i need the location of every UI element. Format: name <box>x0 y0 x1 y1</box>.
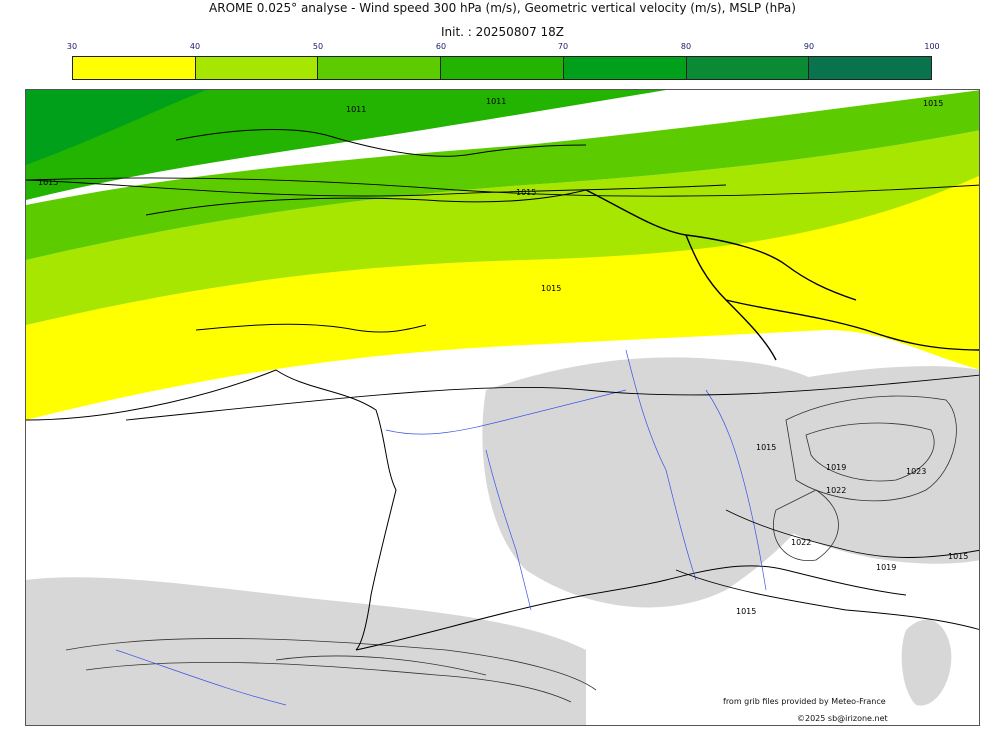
isobar-label: 1022 <box>826 486 846 495</box>
isobar-label: 1015 <box>923 99 943 108</box>
isobar-labels: 1011 1011 1015 1015 1015 1015 1015 1019 … <box>38 97 968 616</box>
band-60-70 <box>26 90 666 200</box>
isobar-label: 1015 <box>948 552 968 561</box>
init-time: Init. : 20250807 18Z <box>440 25 565 39</box>
colorbar-segment-80-90 <box>686 57 810 79</box>
isobar-label: 1015 <box>736 607 756 616</box>
band-40-50 <box>26 130 979 325</box>
colorbar-tick: 90 <box>803 42 815 51</box>
colorbar-segment-50-60 <box>318 57 442 79</box>
isobar-label: 1019 <box>826 463 846 472</box>
band-70-80 <box>26 90 206 165</box>
isobar-label: 1023 <box>906 467 926 476</box>
colorbar-segment-60-70 <box>441 57 564 79</box>
isobar-label: 1015 <box>541 284 561 293</box>
isobar-label: 1011 <box>486 97 506 106</box>
colorbar-tick: 80 <box>680 42 692 51</box>
colorbar-segment-40-50 <box>195 57 319 79</box>
colorbar-segment-30-40 <box>73 57 196 79</box>
colorbar-tick: 60 <box>435 42 447 51</box>
colorbar-tick: 100 <box>924 42 940 51</box>
colorbar-tick: 70 <box>557 42 569 51</box>
colorbar-tick: 40 <box>189 42 201 51</box>
isobar-label: 1019 <box>876 563 896 572</box>
isobar-label: 1015 <box>756 443 776 452</box>
isobar-label: 1015 <box>516 188 536 197</box>
weather-map[interactable]: 1011 1011 1015 1015 1015 1015 1015 1019 … <box>25 89 980 726</box>
country-borders <box>585 189 979 361</box>
data-source-credit: from grib files provided by Meteo-France <box>723 697 886 706</box>
isobar-label: 1015 <box>38 178 58 187</box>
band-50-60 <box>26 90 979 260</box>
rivers <box>115 349 767 706</box>
colorbar-segment-70-80 <box>563 57 687 79</box>
isobar-label: 1011 <box>346 105 366 114</box>
terrain-shading <box>26 357 979 725</box>
colorbar <box>72 56 932 80</box>
colorbar-tick: 30 <box>66 42 78 51</box>
coastlines <box>26 129 907 651</box>
wind-speed-bands <box>26 90 979 420</box>
isobar-label: 1022 <box>791 538 811 547</box>
relief-contours <box>65 395 957 703</box>
isobars <box>26 177 979 630</box>
colorbar-segment-90-100 <box>809 57 932 79</box>
copyright-notice: ©2025 sb@irizone.net <box>797 714 888 723</box>
chart-title: AROME 0.025° analyse - Wind speed 300 hP… <box>209 1 796 15</box>
map-canvas: 1011 1011 1015 1015 1015 1015 1015 1019 … <box>26 90 979 725</box>
colorbar-tick: 50 <box>312 42 324 51</box>
band-30-40 <box>26 170 979 420</box>
